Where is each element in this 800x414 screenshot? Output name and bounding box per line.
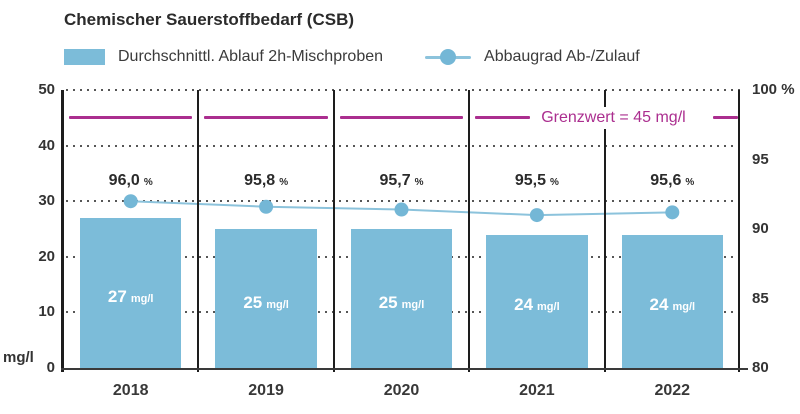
threshold-label: Grenzwert = 45 mg/l [535,106,692,129]
percent-label-2018: 96,0% [63,170,198,194]
bar-value-number: 25 [243,292,263,312]
bar-value-label-2022: 24 mg/l [605,293,740,319]
legend-bar-series-label: Durchschnittl. Ablauf 2h-Mischproben [118,48,384,65]
percent-label-2021: 95,5% [469,170,604,194]
x-axis-year-label-2022: 2022 [654,382,691,399]
bar-value-unit: mg/l [401,298,425,311]
bar-2020 [350,229,453,368]
gridline-30 [66,200,742,203]
y-right-tick-label-100: 100 % [752,81,795,98]
bar-value-unit: mg/l [130,293,154,306]
bar-value-unit: mg/l [672,301,696,314]
bar-2018 [80,217,182,368]
bar-2021 [486,234,588,368]
y-left-tick-label-30: 30 [38,192,55,210]
y-left-axis-unit-label: mg/l [3,349,34,366]
left-axis-line [61,90,64,372]
percent-label-number: 96,0 [108,172,140,189]
percent-label-sign: % [143,177,153,188]
line-series-marker-icon [425,49,472,65]
threshold-line-segment-0 [69,116,193,120]
y-left-tick-label-10: 10 [38,303,55,321]
right-axis-line [738,90,740,372]
percent-label-number: 95,6 [650,172,682,189]
percent-label-sign: % [414,177,424,188]
bar-value-unit: mg/l [537,301,560,314]
chart-title: Chemischer Sauerstoffbedarf (CSB) [64,10,355,29]
gridline-40 [66,144,742,147]
x-axis-year-label-2018: 2018 [112,382,149,399]
percent-label-number: 95,7 [379,172,411,189]
threshold-line-segment-2 [339,116,464,120]
percent-label-2019: 95,8% [198,170,333,194]
x-axis-year-label-2021: 2021 [519,382,555,399]
line-series-marker-dot [440,49,457,65]
bar-2022 [621,234,723,368]
threshold-line-segment-3 [475,116,531,120]
y-right-tick-label-80: 80 [752,359,769,376]
y-left-tick-label-0: 0 [46,359,55,376]
x-axis-year-label-2020: 2020 [383,382,420,399]
trend-line-layer [123,194,680,223]
x-axis-baseline [61,368,748,370]
legend: Durchschnittl. Ablauf 2h-Mischproben Abb… [64,46,640,68]
data-point-marker-2019 [259,199,274,214]
y-right-tick-label-85: 85 [752,289,769,307]
bar-value-unit: mg/l [266,298,289,311]
y-left-tick-label-20: 20 [38,247,55,265]
gridline-50 [66,89,742,91]
panel-divider-3 [468,90,471,372]
percent-label-number: 95,5 [514,172,546,189]
bar-value-number: 25 [378,292,398,312]
y-right-tick-label-90: 90 [752,220,769,237]
bar-2019 [215,229,317,368]
x-axis-year-label-2019: 2019 [248,382,284,399]
percent-label-2020: 95,7% [334,170,469,194]
data-point-marker-2022 [665,205,680,220]
bar-series-swatch-icon [64,49,105,65]
threshold-line-segment-1 [204,116,328,120]
y-right-tick-label-95: 95 [752,150,769,168]
percent-label-sign: % [279,177,289,188]
bar-value-number: 24 [514,295,534,315]
panel-divider-4 [603,90,606,372]
data-point-marker-2021 [529,208,544,223]
bar-value-number: 27 [107,287,127,307]
y-left-tick-label-50: 50 [38,81,55,98]
panel-divider-2 [332,90,335,372]
percent-label-sign: % [685,177,695,188]
legend-line-series-label: Abbaugrad Ab-/Zulauf [484,48,640,65]
data-point-marker-2020 [394,202,409,217]
percent-label-sign: % [550,177,559,188]
percent-label-2022: 95,6% [605,170,740,194]
bar-value-label-2020: 25 mg/l [334,291,469,317]
threshold-line-segment-4 [713,116,738,120]
percent-label-number: 95,8 [244,172,276,189]
panel-divider-1 [197,90,200,372]
bar-value-label-2019: 25 mg/l [198,291,333,317]
data-point-marker-2018 [123,194,138,209]
bar-value-label-2018: 27 mg/l [63,285,198,311]
bar-value-number: 24 [649,295,669,315]
bar-value-label-2021: 24 mg/l [469,293,604,319]
plot-area: 0 10 20 30 40 50 mg/l 100 % 95 90 85 80 27 mg/l 25 mg/l… [3,81,795,399]
y-left-tick-label-40: 40 [38,136,55,154]
